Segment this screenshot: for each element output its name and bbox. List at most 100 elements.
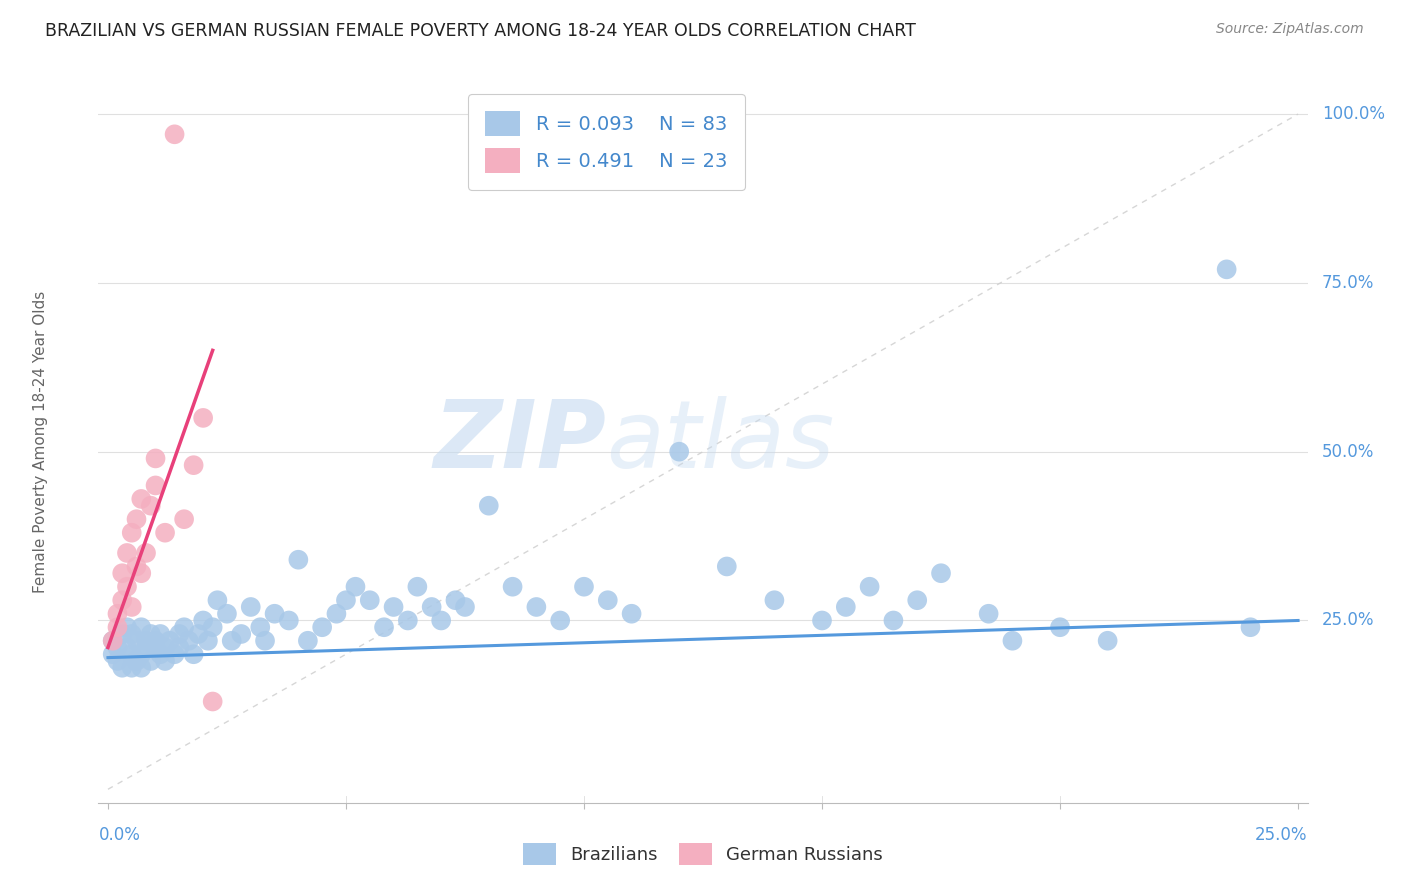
Point [121,661,143,675]
Point [115,640,138,655]
Point [929,566,952,581]
Point [139,499,162,513]
Point [1001,633,1024,648]
Point [221,633,243,648]
Point [277,614,299,628]
Point [145,633,167,648]
Point [115,580,138,594]
Text: 75.0%: 75.0% [1322,274,1374,292]
Point [287,552,309,566]
Point [502,580,524,594]
Point [125,512,148,526]
Point [111,627,134,641]
Point [859,580,882,594]
Point [121,599,143,614]
Point [977,607,1000,621]
Point [163,647,186,661]
Point [121,525,143,540]
Point [249,620,271,634]
Point [125,654,148,668]
Point [835,599,858,614]
Point [344,580,367,594]
Point [121,647,143,661]
Point [420,599,443,614]
Point [215,607,238,621]
Point [183,458,205,472]
Point [129,620,152,634]
Point [115,546,138,560]
Point [905,593,928,607]
Point [1215,262,1237,277]
Point [163,128,186,142]
Point [478,499,501,513]
Point [153,640,176,655]
Point [159,633,181,648]
Point [101,633,124,648]
Point [373,620,395,634]
Point [297,633,319,648]
Point [173,512,195,526]
Point [201,694,224,708]
Point [763,593,786,607]
Point [811,614,834,628]
Point [111,593,134,607]
Point [620,607,643,621]
Point [129,491,152,506]
Point [153,525,176,540]
Point [207,593,229,607]
Point [548,614,571,628]
Point [135,640,157,655]
Point [173,620,195,634]
Point [139,654,162,668]
Point [111,661,134,675]
Point [406,580,429,594]
Point [716,559,738,574]
Point [107,607,129,621]
Point [572,580,595,594]
Point [454,599,477,614]
Point [382,599,405,614]
Point [145,640,167,655]
Point [145,478,167,492]
Point [396,614,419,628]
Point [101,633,124,648]
Point [430,614,453,628]
Point [201,620,224,634]
Point [1239,620,1261,634]
Point [311,620,333,634]
Point [254,633,277,648]
Point [153,654,176,668]
Text: 25.0%: 25.0% [1322,612,1374,630]
Point [107,654,129,668]
Point [125,633,148,648]
Point [239,599,262,614]
Point [231,627,253,641]
Point [139,627,162,641]
Point [197,633,219,648]
Point [444,593,467,607]
Text: BRAZILIAN VS GERMAN RUSSIAN FEMALE POVERTY AMONG 18-24 YEAR OLDS CORRELATION CHA: BRAZILIAN VS GERMAN RUSSIAN FEMALE POVER… [45,22,915,40]
Point [359,593,381,607]
Point [107,620,129,634]
Point [668,444,690,458]
Text: atlas: atlas [606,396,835,487]
Point [191,614,214,628]
Legend: R = 0.093    N = 83, R = 0.491    N = 23: R = 0.093 N = 83, R = 0.491 N = 23 [468,94,745,190]
Point [135,633,157,648]
Point [107,640,129,655]
Point [335,593,357,607]
Point [596,593,619,607]
Point [191,411,214,425]
Text: 50.0%: 50.0% [1322,442,1374,460]
Point [129,647,152,661]
Point [169,640,191,655]
Point [169,627,191,641]
Text: 100.0%: 100.0% [1322,105,1385,123]
Point [135,546,157,560]
Text: ZIP: ZIP [433,395,606,488]
Text: Source: ZipAtlas.com: Source: ZipAtlas.com [1216,22,1364,37]
Point [101,647,124,661]
Point [121,627,143,641]
Legend: Brazilians, German Russians: Brazilians, German Russians [516,836,890,872]
Point [1049,620,1071,634]
